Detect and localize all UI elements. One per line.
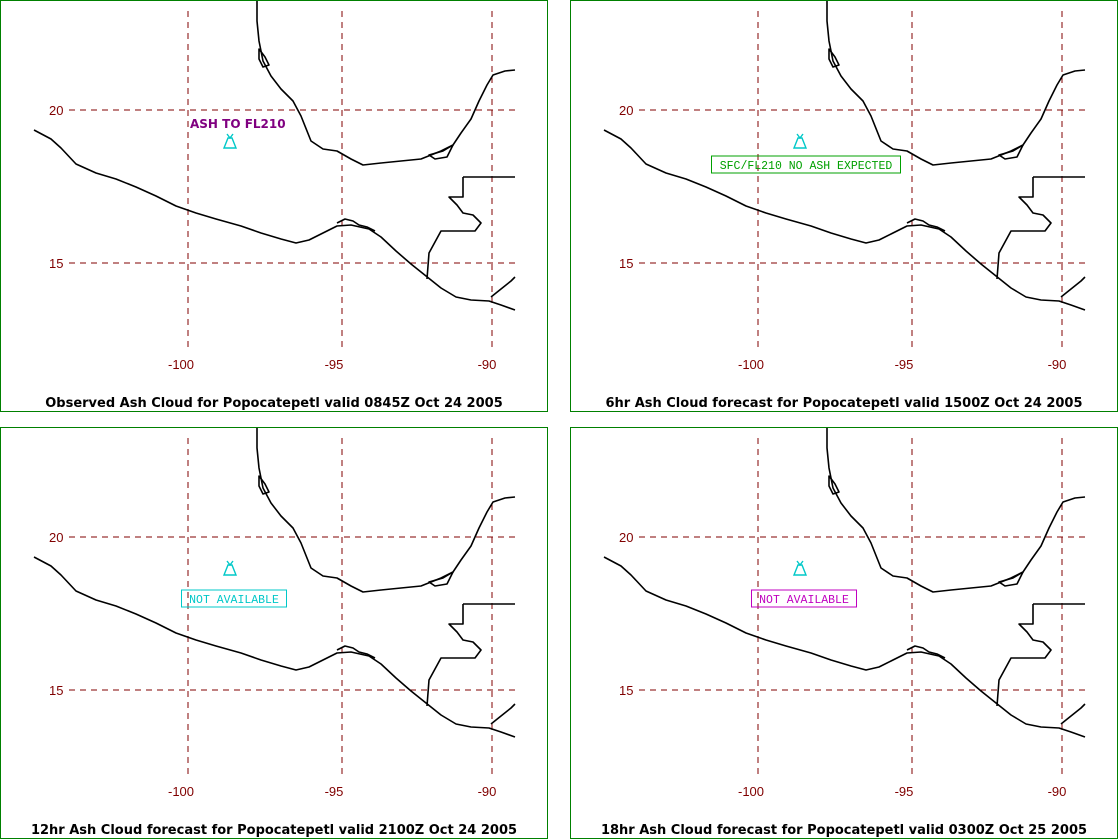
longitude-label: -100	[168, 784, 194, 799]
latitude-label: 15	[49, 683, 63, 698]
ash-altitude-label: ASH TO FL210	[190, 117, 286, 131]
status-note: NOT AVAILABLE	[751, 589, 857, 608]
coastline	[256, 428, 516, 593]
volcano-icon	[792, 560, 808, 576]
latitude-label: 20	[49, 530, 63, 545]
status-note-box	[181, 589, 287, 608]
map-canvas: 20 15 -100 -95 -90 SFC/FL210 NO ASH EXPECTED	[603, 1, 1086, 372]
panel-caption: 12hr Ash Cloud forecast for Popocatepetl…	[30, 823, 518, 838]
status-note: NOT AVAILABLE	[181, 589, 287, 608]
coastline	[258, 475, 270, 495]
longitude-label: -100	[738, 784, 764, 799]
political-border	[1060, 276, 1086, 298]
longitude-label: -90	[1048, 357, 1067, 372]
longitude-label: -100	[738, 357, 764, 372]
volcano-icon	[222, 133, 238, 149]
panel-caption: 6hr Ash Cloud forecast for Popocatepetl …	[605, 396, 1083, 411]
coastline	[998, 571, 1024, 587]
political-border	[336, 218, 376, 232]
status-note-text: NOT AVAILABLE	[189, 594, 279, 607]
map-panel-18hr: 20 15 -100 -95 -90 NOT AVAILABLE 18hr Ash Clou…	[570, 427, 1118, 839]
coastline	[998, 144, 1024, 160]
longitude-label: -95	[895, 357, 914, 372]
panel-caption: 18hr Ash Cloud forecast for Popocatepetl…	[600, 823, 1088, 838]
latitude-label: 20	[49, 103, 63, 118]
latitude-label: 15	[619, 683, 633, 698]
coastline	[33, 556, 516, 738]
coastline	[828, 475, 840, 495]
political-border	[336, 645, 376, 659]
political-border	[426, 177, 482, 280]
political-border	[996, 177, 1052, 280]
political-border	[996, 604, 1052, 707]
map-panel-observed: 20 15 -100 -95 -90 ASH TO FL210 Observed Ash C…	[0, 0, 548, 412]
map-canvas: 20 15 -100 -95 -90 NOT AVAILABLE	[603, 428, 1086, 799]
longitude-label: -100	[168, 357, 194, 372]
political-border	[490, 276, 516, 298]
coastline	[826, 1, 1086, 166]
longitude-label: -95	[325, 784, 344, 799]
latitude-label: 20	[619, 103, 633, 118]
longitude-label: -90	[478, 357, 497, 372]
political-border	[906, 218, 946, 232]
coastline	[603, 129, 1086, 311]
latitude-label: 15	[619, 256, 633, 271]
coastline	[826, 428, 1086, 593]
map-canvas: 20 15 -100 -95 -90 ASH TO FL210	[33, 1, 516, 372]
panel-caption: Observed Ash Cloud for Popocatepetl vali…	[45, 396, 503, 411]
map-panel-6hr: 20 15 -100 -95 -90 SFC/FL210 NO ASH EXPECTED 6…	[570, 0, 1118, 412]
coastline	[428, 571, 454, 587]
coastline	[828, 48, 840, 68]
coastline	[603, 556, 1086, 738]
volcano-icon	[792, 133, 808, 149]
volcano-icon	[222, 560, 238, 576]
coastline	[33, 129, 516, 311]
longitude-label: -95	[895, 784, 914, 799]
map-canvas: 20 15 -100 -95 -90 NOT AVAILABLE	[33, 428, 516, 799]
political-border	[906, 645, 946, 659]
status-note-box	[751, 589, 857, 608]
political-border	[1060, 703, 1086, 725]
coastline	[258, 48, 270, 68]
longitude-label: -90	[478, 784, 497, 799]
status-note-box	[711, 155, 901, 174]
coastline	[256, 1, 516, 166]
latitude-label: 20	[619, 530, 633, 545]
longitude-label: -95	[325, 357, 344, 372]
status-note-text: SFC/FL210 NO ASH EXPECTED	[720, 160, 893, 173]
coastline	[428, 144, 454, 160]
status-note: SFC/FL210 NO ASH EXPECTED	[711, 155, 901, 174]
latitude-label: 15	[49, 256, 63, 271]
political-border	[490, 703, 516, 725]
longitude-label: -90	[1048, 784, 1067, 799]
status-note-text: NOT AVAILABLE	[759, 594, 849, 607]
political-border	[426, 604, 482, 707]
map-panel-12hr: 20 15 -100 -95 -90 NOT AVAILABLE 12hr Ash Clou…	[0, 427, 548, 839]
